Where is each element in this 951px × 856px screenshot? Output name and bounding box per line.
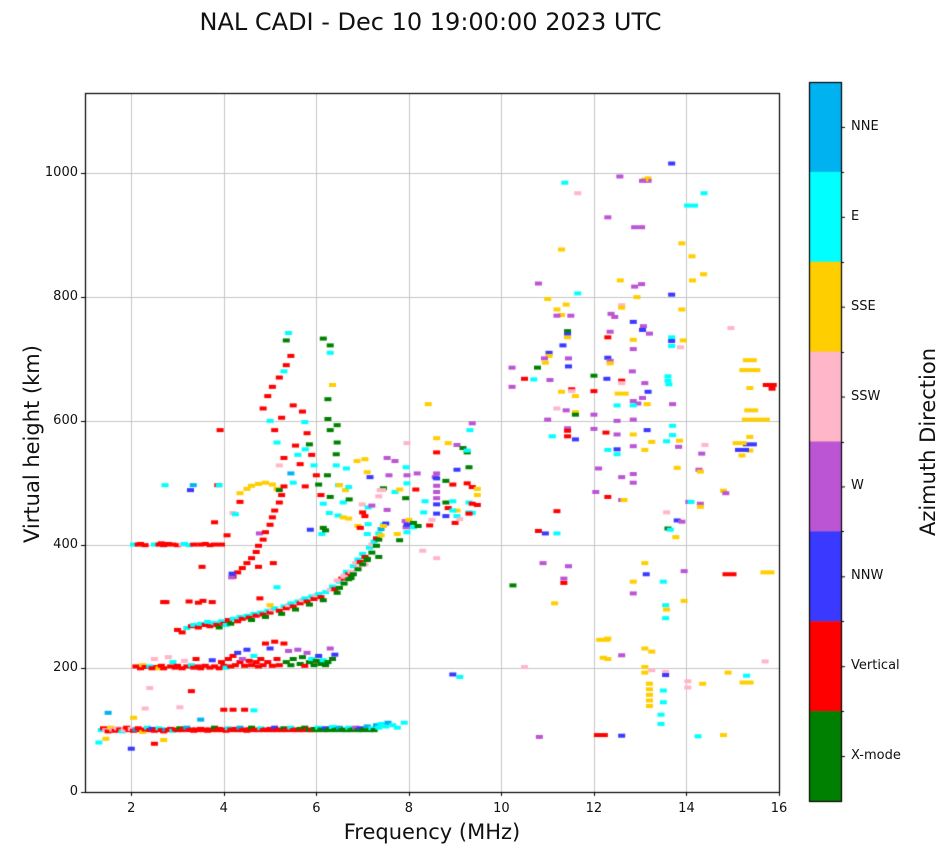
y-tick-label: 200 [53,660,78,676]
colorbar-tick-label-vertical: Vertical [851,658,900,674]
x-axis-label: Frequency (MHz) [343,820,521,844]
y-tick-label: 800 [53,289,78,305]
colorbar-tick-label-nnw: NNW [851,568,884,584]
x-tick-label: 14 [678,801,695,816]
colorbar-tick-label-nne: NNE [851,118,879,134]
colorbar-tick-label-e: E [851,208,860,224]
y-tick-label: 600 [53,412,78,428]
colorbar-tick-label-ssw: SSW [851,388,881,404]
x-tick-label: 10 [493,801,510,816]
page-title: NAL CADI - Dec 10 19:00:00 2023 UTC [199,8,662,36]
y-tick-label: 400 [53,536,78,552]
y-tick-label: 1000 [44,165,78,181]
x-tick-label: 8 [404,801,413,816]
colorbar-label: Azimuth Direction [916,347,940,537]
x-tick-label: 12 [585,801,603,816]
colorbar-tick-label-sse: SSE [851,298,876,314]
y-tick-label: 0 [69,784,78,799]
x-tick-label: 6 [312,801,321,816]
x-tick-label: 4 [219,801,228,816]
x-tick-label: 2 [127,801,136,816]
colorbar-tick-label-x-mode: X-mode [851,748,901,764]
x-tick-label: 16 [770,801,788,816]
colorbar-tick-label-w: W [851,478,864,494]
